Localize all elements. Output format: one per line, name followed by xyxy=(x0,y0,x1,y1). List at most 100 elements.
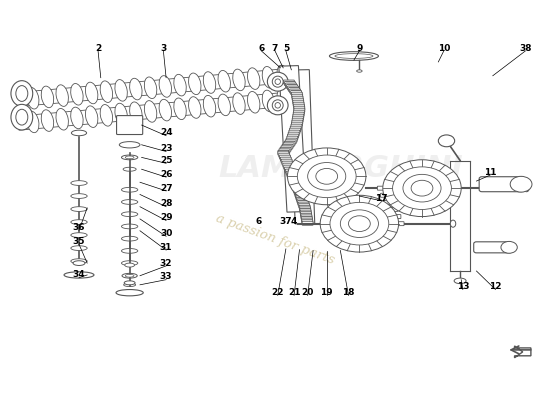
Ellipse shape xyxy=(16,109,28,125)
Ellipse shape xyxy=(122,212,138,216)
FancyBboxPatch shape xyxy=(354,196,365,200)
FancyBboxPatch shape xyxy=(387,208,398,212)
Ellipse shape xyxy=(71,107,83,129)
FancyBboxPatch shape xyxy=(300,207,311,211)
Circle shape xyxy=(510,176,532,192)
Ellipse shape xyxy=(204,96,216,117)
FancyBboxPatch shape xyxy=(283,143,294,147)
Ellipse shape xyxy=(41,86,54,108)
Polygon shape xyxy=(515,346,531,358)
FancyBboxPatch shape xyxy=(297,199,308,203)
Ellipse shape xyxy=(272,100,283,111)
Ellipse shape xyxy=(189,73,201,95)
Text: 21: 21 xyxy=(288,288,300,297)
Ellipse shape xyxy=(189,97,201,118)
FancyBboxPatch shape xyxy=(295,192,306,196)
FancyBboxPatch shape xyxy=(279,153,290,157)
FancyBboxPatch shape xyxy=(293,112,304,116)
FancyBboxPatch shape xyxy=(474,242,512,253)
Ellipse shape xyxy=(524,185,529,192)
FancyBboxPatch shape xyxy=(285,169,296,173)
Ellipse shape xyxy=(72,130,86,136)
Circle shape xyxy=(411,180,433,196)
FancyBboxPatch shape xyxy=(294,189,305,193)
FancyBboxPatch shape xyxy=(300,212,311,216)
FancyBboxPatch shape xyxy=(298,202,309,206)
Ellipse shape xyxy=(122,273,138,278)
Ellipse shape xyxy=(122,236,138,241)
FancyBboxPatch shape xyxy=(290,181,301,185)
FancyBboxPatch shape xyxy=(301,218,312,222)
FancyBboxPatch shape xyxy=(280,147,291,151)
FancyBboxPatch shape xyxy=(294,104,304,108)
FancyBboxPatch shape xyxy=(289,179,300,183)
FancyBboxPatch shape xyxy=(287,136,298,140)
Ellipse shape xyxy=(71,246,87,250)
FancyBboxPatch shape xyxy=(290,90,301,94)
Ellipse shape xyxy=(122,224,138,229)
FancyBboxPatch shape xyxy=(393,222,404,226)
FancyBboxPatch shape xyxy=(302,220,313,224)
Text: 7: 7 xyxy=(272,44,278,53)
FancyBboxPatch shape xyxy=(296,196,307,200)
FancyBboxPatch shape xyxy=(290,128,300,132)
FancyBboxPatch shape xyxy=(289,130,300,134)
Ellipse shape xyxy=(85,106,98,128)
Circle shape xyxy=(383,160,461,216)
Ellipse shape xyxy=(130,78,142,100)
FancyBboxPatch shape xyxy=(278,151,289,155)
Ellipse shape xyxy=(119,142,140,148)
FancyBboxPatch shape xyxy=(284,165,295,169)
FancyBboxPatch shape xyxy=(287,84,298,88)
Ellipse shape xyxy=(262,66,274,88)
Ellipse shape xyxy=(56,108,68,130)
Ellipse shape xyxy=(218,94,230,116)
Ellipse shape xyxy=(125,263,135,267)
FancyBboxPatch shape xyxy=(302,221,313,225)
Ellipse shape xyxy=(267,72,288,91)
FancyBboxPatch shape xyxy=(291,124,302,128)
FancyBboxPatch shape xyxy=(283,163,294,167)
Ellipse shape xyxy=(124,281,135,285)
FancyBboxPatch shape xyxy=(294,108,305,112)
Ellipse shape xyxy=(125,274,134,277)
FancyBboxPatch shape xyxy=(299,204,310,208)
FancyBboxPatch shape xyxy=(117,116,142,134)
FancyBboxPatch shape xyxy=(384,200,394,204)
Text: 30: 30 xyxy=(160,229,172,238)
FancyBboxPatch shape xyxy=(278,150,289,154)
FancyBboxPatch shape xyxy=(336,198,346,202)
Text: 24: 24 xyxy=(160,128,172,138)
FancyBboxPatch shape xyxy=(290,126,301,130)
Text: 17: 17 xyxy=(375,194,388,202)
Ellipse shape xyxy=(174,98,186,120)
Text: 12: 12 xyxy=(490,282,502,291)
FancyBboxPatch shape xyxy=(479,177,524,192)
Ellipse shape xyxy=(71,233,87,238)
Text: 38: 38 xyxy=(519,44,532,53)
Text: 3: 3 xyxy=(160,44,167,53)
Polygon shape xyxy=(279,66,306,212)
FancyBboxPatch shape xyxy=(292,185,303,189)
FancyBboxPatch shape xyxy=(292,96,303,100)
FancyBboxPatch shape xyxy=(282,144,293,148)
FancyBboxPatch shape xyxy=(292,122,302,126)
FancyBboxPatch shape xyxy=(300,208,311,212)
FancyBboxPatch shape xyxy=(290,89,300,93)
Ellipse shape xyxy=(125,156,134,159)
Ellipse shape xyxy=(71,220,87,224)
Text: 19: 19 xyxy=(321,288,333,297)
Circle shape xyxy=(340,210,378,238)
Circle shape xyxy=(438,135,455,147)
FancyBboxPatch shape xyxy=(287,173,298,177)
Text: 34: 34 xyxy=(73,270,85,280)
FancyBboxPatch shape xyxy=(381,193,392,197)
Ellipse shape xyxy=(329,52,378,60)
Ellipse shape xyxy=(248,92,260,113)
FancyBboxPatch shape xyxy=(285,83,296,87)
Ellipse shape xyxy=(115,80,128,101)
FancyBboxPatch shape xyxy=(349,197,360,201)
Circle shape xyxy=(288,148,366,205)
Circle shape xyxy=(307,162,346,190)
Text: 31: 31 xyxy=(160,243,172,252)
